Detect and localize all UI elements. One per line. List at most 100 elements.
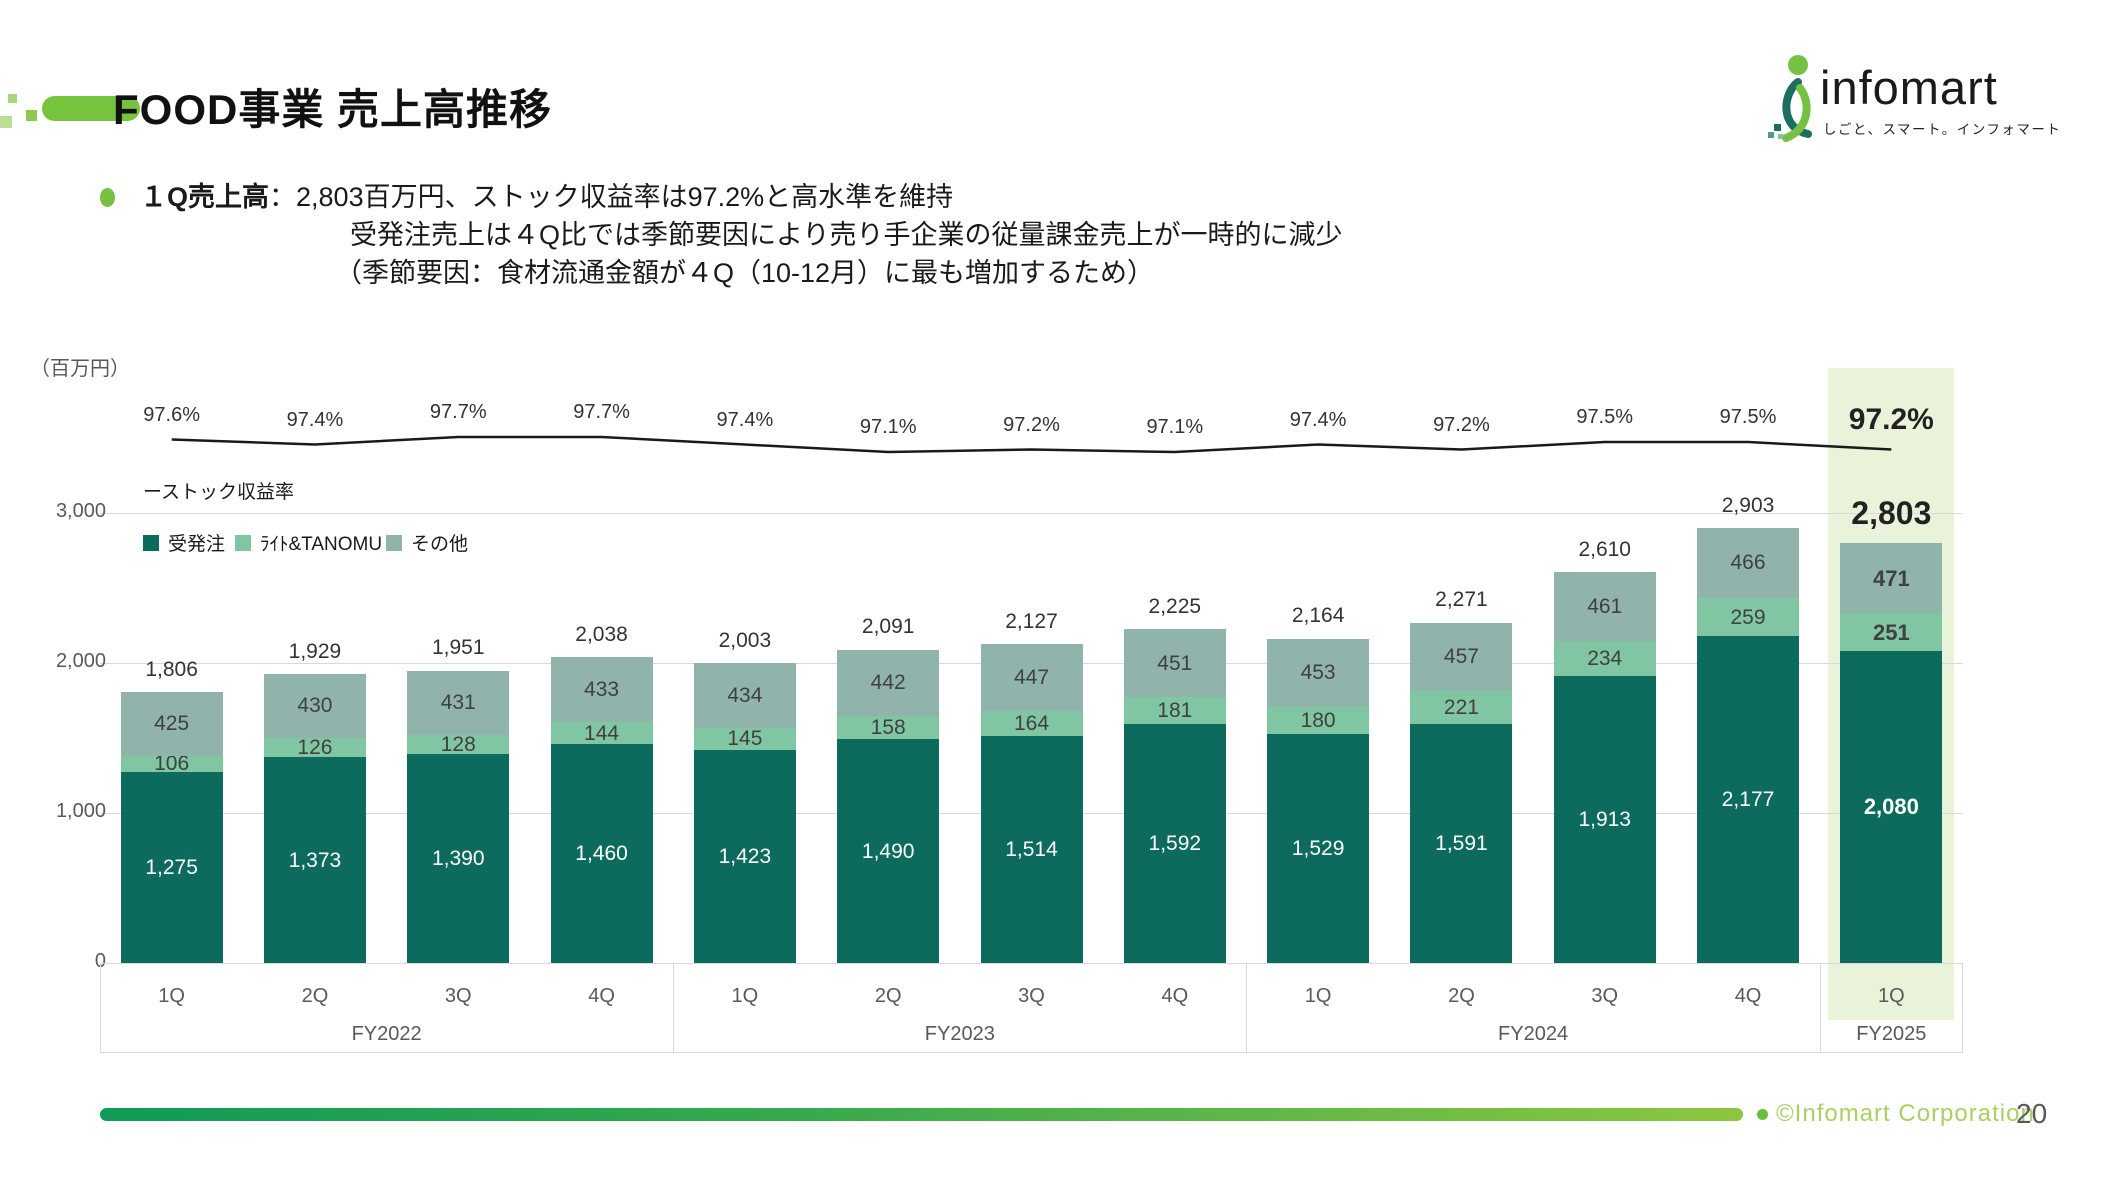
bar-segment-juhatsuchu: 1,373 xyxy=(263,757,366,963)
segment-value-label: 425 xyxy=(154,712,190,736)
bar-total-label: 2,271 xyxy=(1435,588,1488,612)
page-number: 20 xyxy=(2016,1098,2048,1129)
x-axis-quarter-label: 1Q xyxy=(731,985,759,1007)
bar-segment-light-tanomu: 144 xyxy=(550,721,653,745)
segment-value-label: 144 xyxy=(584,721,620,745)
bar-FY2025-1Q: 2,080 251 471 xyxy=(1840,542,1943,963)
bar-segment-light-tanomu: 181 xyxy=(1123,697,1226,725)
x-axis-fy-label: FY2022 xyxy=(351,1023,422,1045)
bar-segment-sonota: 453 xyxy=(1267,638,1370,707)
bar-segment-juhatsuchu: 1,390 xyxy=(407,754,510,963)
summary-line-1-rest: ：2,803百万円、ストック収益率は97.2%と高水準を維持 xyxy=(269,182,954,212)
x-axis-band xyxy=(100,963,1963,1053)
x-axis-group-separator xyxy=(673,963,675,1053)
bar-FY2024-3Q: 1,913 234 461 xyxy=(1553,571,1656,963)
bar-segment-light-tanomu: 158 xyxy=(837,715,940,740)
footer-dot-icon xyxy=(1757,1109,1768,1120)
legend-item-sonota: その他 xyxy=(386,529,468,556)
bar-segment-juhatsuchu: 1,460 xyxy=(550,743,653,963)
bullet-icon xyxy=(100,188,115,207)
segment-value-label: 453 xyxy=(1300,661,1336,685)
bar-segment-light-tanomu: 126 xyxy=(263,736,366,760)
bar-total-label: 2,164 xyxy=(1291,604,1345,628)
segment-value-label: 442 xyxy=(870,671,906,695)
legend-stock-line: ーストック収益率 xyxy=(143,482,295,503)
bar-segment-juhatsuchu: 1,423 xyxy=(693,749,796,963)
segment-value-label: 451 xyxy=(1157,651,1193,675)
x-axis-fy-label: FY2025 xyxy=(1856,1023,1927,1045)
segment-value-label: 433 xyxy=(584,678,620,702)
segment-value-label: 164 xyxy=(1013,712,1050,736)
bar-segment-sonota: 442 xyxy=(837,649,940,716)
segment-value-label: 181 xyxy=(1157,699,1193,723)
y-tick-label: 0 xyxy=(94,950,106,972)
summary-line-3: （季節要因：食材流通金額が４Q（10-12月）に最も増加するため） xyxy=(335,258,1155,288)
segment-value-label: 434 xyxy=(727,683,763,707)
bar-segment-juhatsuchu: 1,529 xyxy=(1267,733,1370,963)
bar-total-label: 2,610 xyxy=(1578,537,1631,561)
bar-FY2024-1Q: 1,529 180 453 xyxy=(1267,638,1370,963)
segment-value-label: 126 xyxy=(297,736,333,760)
bar-segment-light-tanomu: 106 xyxy=(120,753,223,774)
title-marker-icon xyxy=(0,94,140,128)
x-axis-quarter-label: 1Q xyxy=(158,985,185,1007)
bar-total-label: 1,929 xyxy=(288,639,342,663)
segment-value-label: 1,373 xyxy=(288,848,342,872)
bar-segment-juhatsuchu: 1,591 xyxy=(1410,724,1513,963)
segment-value-label: 471 xyxy=(1872,565,1910,591)
stock-ratio-label: 97.6% xyxy=(143,403,200,426)
segment-value-label: 1,390 xyxy=(431,847,485,871)
bar-FY2023-1Q: 1,423 145 434 xyxy=(693,662,796,963)
bar-total-label: 1,951 xyxy=(431,636,485,660)
segment-value-label: 457 xyxy=(1443,645,1479,669)
bar-total-label: 2,038 xyxy=(575,623,628,647)
y-tick-label: 2,000 xyxy=(55,650,106,672)
logo-tagline: しごと、スマート。インフォマート xyxy=(1823,122,2062,137)
legend-item-light-tanomu: ﾗｲﾄ&TANOMU xyxy=(235,529,382,556)
bar-segment-sonota: 461 xyxy=(1553,571,1656,641)
segment-value-label: 1,591 xyxy=(1435,832,1488,856)
segment-value-label: 1,529 xyxy=(1291,836,1345,860)
y-axis-unit-label: （百万円） xyxy=(30,358,130,380)
segment-value-label: 259 xyxy=(1730,605,1766,629)
bar-total-label: 2,803 xyxy=(1851,494,1932,531)
y-tick-label: 1,000 xyxy=(55,800,106,822)
bar-FY2022-2Q: 1,373 126 430 xyxy=(263,673,366,963)
x-axis-quarter-label: 4Q xyxy=(588,985,615,1007)
bar-segment-sonota: 451 xyxy=(1123,629,1226,698)
bar-segment-light-tanomu: 259 xyxy=(1697,597,1800,637)
x-axis-quarter-label: 3Q xyxy=(1591,985,1619,1007)
stock-ratio-label: 97.7% xyxy=(429,401,487,423)
bar-segment-light-tanomu: 221 xyxy=(1410,691,1513,725)
segment-value-label: 221 xyxy=(1443,696,1479,720)
x-axis-fy-label: FY2024 xyxy=(1498,1023,1569,1045)
bar-FY2023-4Q: 1,592 181 451 xyxy=(1123,629,1226,963)
bar-segment-sonota: 430 xyxy=(263,673,366,739)
x-axis-group-separator xyxy=(1819,963,1821,1053)
bar-segment-sonota: 434 xyxy=(693,662,796,728)
stock-ratio-label: 97.1% xyxy=(1146,416,1204,438)
segment-value-label: 1,514 xyxy=(1005,837,1058,861)
x-axis-quarter-label: 3Q xyxy=(444,985,472,1007)
stock-ratio-label: 97.1% xyxy=(859,416,917,438)
bar-segment-sonota: 471 xyxy=(1840,542,1943,614)
infomart-person-icon xyxy=(1768,55,1812,142)
stock-ratio-label: 97.4% xyxy=(1289,408,1347,431)
summary-line-2: 受発注売上は４Q比では季節要因により売り手企業の従量課金売上が一時的に減少 xyxy=(350,220,1343,250)
bar-segment-juhatsuchu: 2,177 xyxy=(1697,636,1800,963)
segment-value-label: 2,080 xyxy=(1863,794,1919,820)
infomart-logo: infomart しごと、スマート。インフォマート xyxy=(1768,52,2088,142)
segment-value-label: 1,490 xyxy=(861,839,915,863)
summary-block: １Q売上高：2,803百万円、ストック収益率は97.2%と高水準を維持 受発注売… xyxy=(95,178,1342,292)
bar-segment-light-tanomu: 180 xyxy=(1267,706,1370,734)
segment-value-label: 251 xyxy=(1872,619,1910,645)
bar-segment-light-tanomu: 128 xyxy=(407,734,510,755)
bar-total-label: 2,903 xyxy=(1721,493,1775,517)
summary-line-1: １Q売上高：2,803百万円、ストック収益率は97.2%と高水準を維持 xyxy=(140,178,1342,216)
segment-value-label: 180 xyxy=(1300,708,1336,732)
footer-copyright: ©Infomart Corporation xyxy=(1776,1100,2035,1127)
bar-segment-sonota: 433 xyxy=(550,657,653,723)
x-axis-quarter-label: 4Q xyxy=(1161,985,1189,1007)
stock-ratio-label: 97.2% xyxy=(1433,413,1490,436)
